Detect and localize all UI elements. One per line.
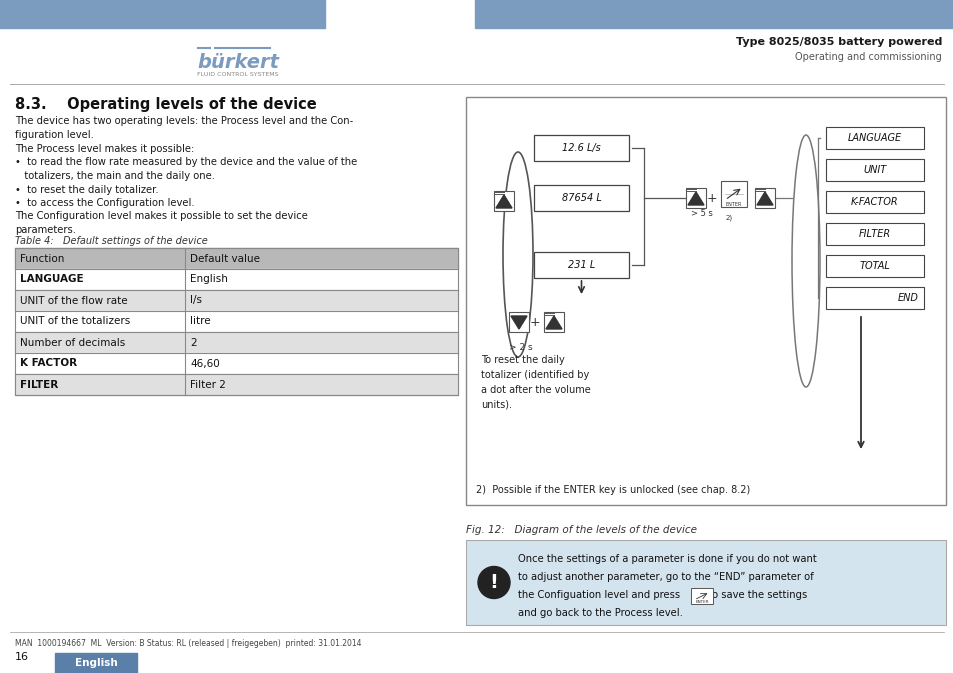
Bar	[534, 185, 628, 211]
Text: 8.3.    Operating levels of the device: 8.3. Operating levels of the device	[15, 96, 316, 112]
Text: 2: 2	[190, 337, 196, 347]
Bar	[509, 312, 529, 332]
Text: > 2 s: > 2 s	[509, 343, 533, 353]
Bar	[825, 223, 923, 245]
Text: 87654 L: 87654 L	[561, 193, 600, 203]
Text: and go back to the Process level.: and go back to the Process level.	[517, 608, 682, 618]
Text: LANGUAGE: LANGUAGE	[20, 275, 84, 285]
Text: Number of decimals: Number of decimals	[20, 337, 125, 347]
Bar	[15, 248, 457, 395]
Text: TOTAL: TOTAL	[859, 261, 889, 271]
Bar	[15, 248, 457, 269]
Text: ENTER: ENTER	[695, 600, 708, 604]
Text: l/s: l/s	[190, 295, 202, 306]
Bar	[825, 127, 923, 149]
Polygon shape	[545, 316, 561, 329]
Bar	[690, 588, 712, 604]
Circle shape	[477, 567, 510, 598]
Text: litre: litre	[190, 316, 211, 326]
Text: The Configuration level makes it possible to set the device
parameters.: The Configuration level makes it possibl…	[15, 211, 308, 235]
Text: UNIT of the flow rate: UNIT of the flow rate	[20, 295, 128, 306]
Bar	[15, 311, 457, 332]
Text: Function: Function	[20, 254, 64, 264]
Bar	[494, 191, 514, 211]
Text: To reset the daily
totalizer (identified by
a dot after the volume
units).: To reset the daily totalizer (identified…	[480, 355, 590, 409]
Text: to adjust another parameter, go to the “END” parameter of: to adjust another parameter, go to the “…	[517, 572, 813, 582]
Text: 2): 2)	[725, 215, 732, 221]
Text: Once the settings of a parameter is done if you do not want: Once the settings of a parameter is done…	[517, 554, 816, 564]
Bar	[754, 188, 774, 208]
Bar	[825, 191, 923, 213]
Text: bürkert: bürkert	[196, 52, 278, 71]
Bar	[15, 332, 457, 353]
Bar	[825, 159, 923, 181]
Text: The Process level makes it possible:: The Process level makes it possible:	[15, 144, 194, 154]
Text: 231 L: 231 L	[567, 260, 595, 270]
Text: Table 4:   Default settings of the device: Table 4: Default settings of the device	[15, 236, 208, 246]
Text: Fig. 12:   Diagram of the levels of the device: Fig. 12: Diagram of the levels of the de…	[465, 525, 697, 535]
Bar	[825, 287, 923, 309]
Bar	[534, 135, 628, 161]
Text: Configuration level: Configuration level	[836, 108, 935, 118]
Bar	[720, 181, 746, 207]
Text: UNIT: UNIT	[862, 165, 885, 175]
Text: UNIT of the totalizers: UNIT of the totalizers	[20, 316, 131, 326]
Bar	[15, 374, 457, 395]
Text: ENTER: ENTER	[725, 201, 741, 207]
Text: Default value: Default value	[190, 254, 260, 264]
Text: +: +	[706, 192, 717, 205]
Bar	[534, 252, 628, 278]
Polygon shape	[687, 192, 703, 205]
Text: FILTER: FILTER	[20, 380, 58, 390]
Text: Type 8025/8035 battery powered: Type 8025/8035 battery powered	[735, 37, 941, 47]
Text: 2)  Possible if the ENTER key is unlocked (see chap. 8.2): 2) Possible if the ENTER key is unlocked…	[476, 485, 749, 495]
Text: END: END	[897, 293, 918, 303]
Polygon shape	[496, 195, 512, 208]
Bar	[55, 653, 137, 673]
Text: •  to reset the daily totalizer.: • to reset the daily totalizer.	[15, 185, 158, 195]
Text: Process level: Process level	[516, 108, 583, 118]
Text: 12.6 L/s: 12.6 L/s	[561, 143, 600, 153]
Text: 16: 16	[15, 652, 29, 662]
Text: K-FACTOR: K-FACTOR	[850, 197, 898, 207]
Text: > 5 s: > 5 s	[690, 209, 712, 219]
Bar	[465, 97, 945, 505]
Text: English: English	[74, 658, 117, 668]
Text: 46,60: 46,60	[190, 359, 219, 369]
Text: +: +	[529, 316, 539, 328]
Text: !: !	[489, 573, 497, 592]
Text: The device has two operating levels: the Process level and the Con-
figuration l: The device has two operating levels: the…	[15, 116, 353, 139]
Bar	[0, 0, 325, 28]
Text: FILTER: FILTER	[858, 229, 890, 239]
Polygon shape	[511, 316, 526, 329]
Bar	[475, 0, 953, 28]
Text: K FACTOR: K FACTOR	[20, 359, 77, 369]
Bar	[465, 540, 945, 625]
Text: Process level: Process level	[862, 457, 930, 467]
Text: LANGUAGE: LANGUAGE	[847, 133, 902, 143]
Bar	[543, 312, 563, 332]
Text: Filter 2: Filter 2	[190, 380, 226, 390]
Polygon shape	[757, 192, 772, 205]
Bar	[15, 290, 457, 311]
Bar	[15, 269, 457, 290]
Text: Operating and commissioning: Operating and commissioning	[795, 52, 941, 62]
Text: the Configuation level and press         to save the settings: the Configuation level and press to save…	[517, 590, 806, 600]
Text: •  to access the Configuration level.: • to access the Configuration level.	[15, 198, 194, 208]
Bar	[685, 188, 705, 208]
Bar	[15, 353, 457, 374]
Text: MAN  1000194667  ML  Version: B Status: RL (released | freigegeben)  printed: 31: MAN 1000194667 ML Version: B Status: RL …	[15, 639, 361, 647]
Text: •  to read the flow rate measured by the device and the value of the
   totalize: • to read the flow rate measured by the …	[15, 157, 356, 180]
Bar	[825, 255, 923, 277]
Text: English: English	[190, 275, 228, 285]
Text: FLUID CONTROL SYSTEMS: FLUID CONTROL SYSTEMS	[197, 71, 278, 77]
